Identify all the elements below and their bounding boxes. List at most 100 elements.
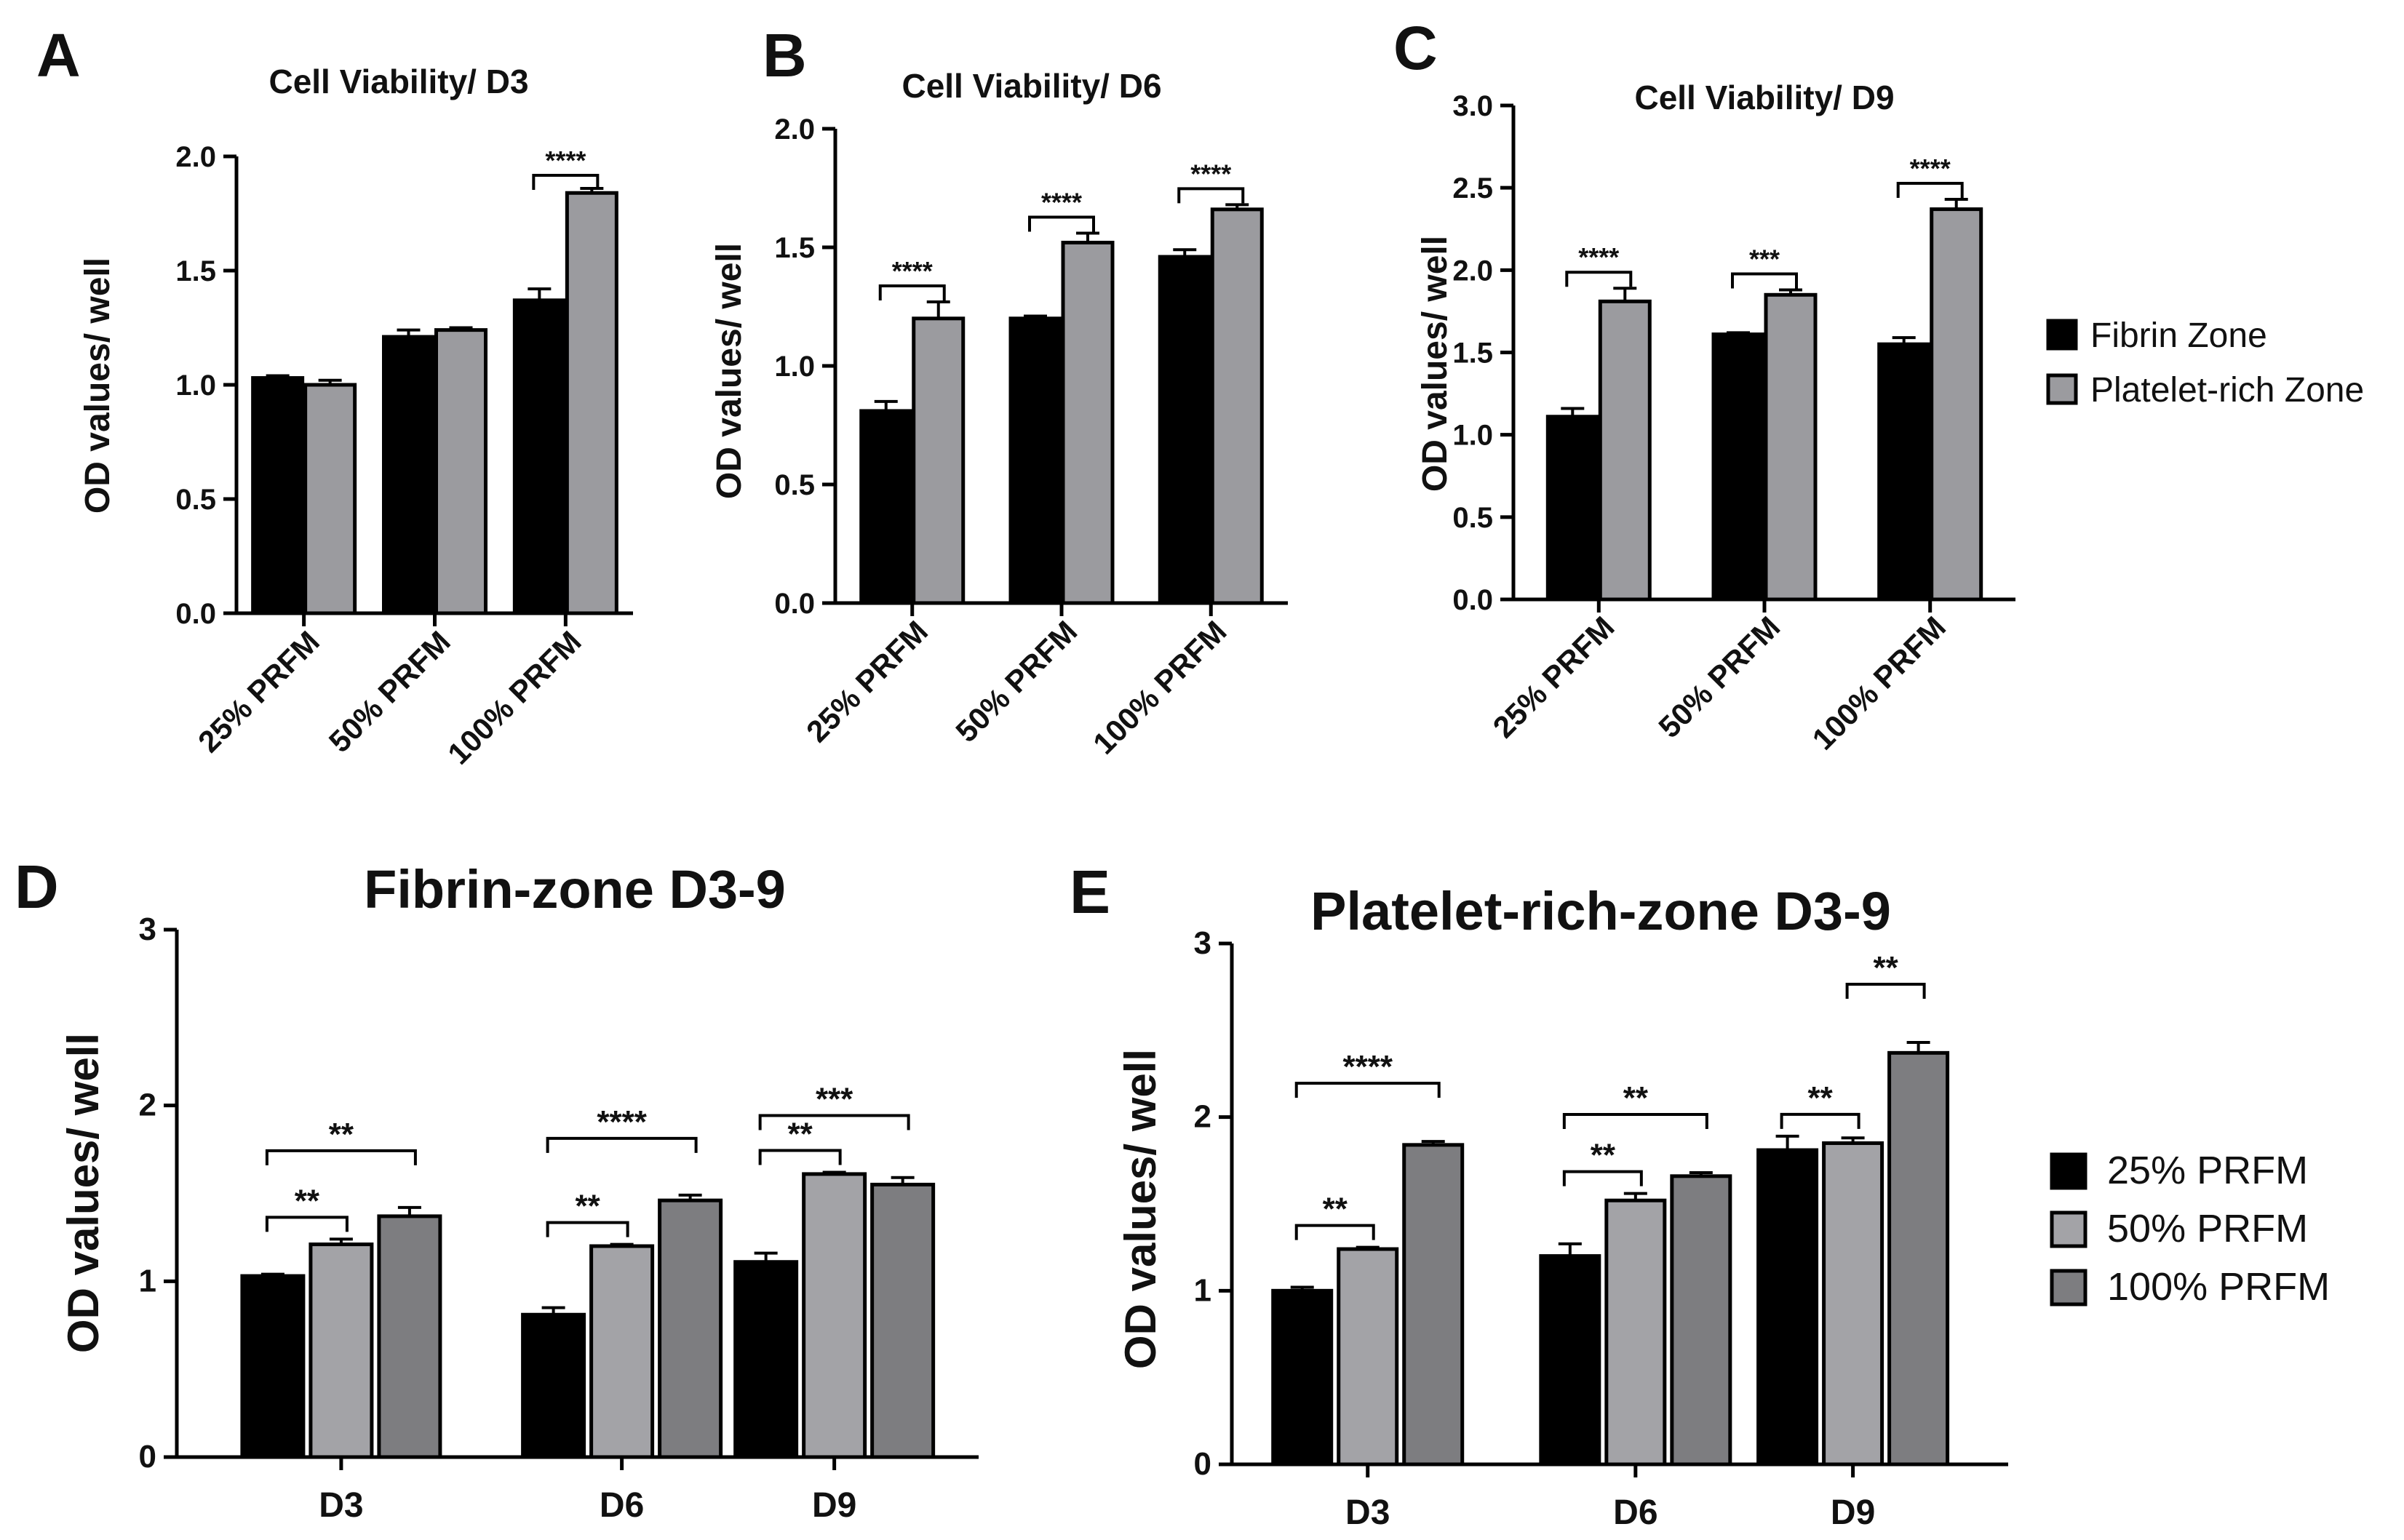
significance-bracket	[1294, 1224, 1375, 1240]
significance-label: ***	[1749, 244, 1780, 274]
significance-bracket	[1294, 1082, 1441, 1098]
y-tick-label: 1.0	[175, 370, 216, 402]
significance-bracket	[878, 284, 946, 300]
bar-platelet-rich-zone	[1061, 240, 1115, 605]
y-tick-label: 1	[1194, 1272, 1211, 1308]
bar-100-prfm	[870, 1182, 936, 1459]
bar-fibrin-zone	[1158, 255, 1211, 605]
significance-bracket	[1845, 983, 1926, 1000]
panel-letter: D	[15, 853, 59, 921]
panel-letter: C	[1393, 14, 1438, 82]
significance-bracket	[1565, 271, 1633, 287]
y-tick-label: 3.0	[1452, 90, 1493, 122]
x-tick-label: 25% PRFM	[1486, 610, 1621, 744]
bar-fibrin-zone	[512, 298, 566, 615]
x-tick-label: D6	[1613, 1493, 1657, 1532]
significance-label: **	[1623, 1080, 1649, 1116]
bar-100-prfm	[1887, 1050, 1950, 1467]
y-tick-label: 2.0	[774, 113, 815, 145]
bar-platelet-rich-zone	[1930, 207, 1983, 602]
panel-e: E Platelet-rich-zone D3-9 OD values/ well 0…	[1070, 858, 2330, 1532]
legend-label: 25% PRFM	[2107, 1149, 2308, 1192]
y-tick-label: 1.0	[1452, 420, 1493, 452]
bar-25-prfm	[1539, 1254, 1601, 1467]
bar-100-prfm	[377, 1214, 442, 1459]
significance-label: **	[329, 1117, 354, 1152]
bar-25-prfm	[521, 1312, 586, 1459]
x-tick-label: 50% PRFM	[1652, 610, 1786, 744]
bar-platelet-rich-zone	[912, 316, 966, 605]
legend-swatch	[2050, 1210, 2087, 1248]
significance-label: ****	[545, 145, 586, 175]
y-tick-label: 1.5	[774, 232, 815, 264]
y-tick-label: 2.0	[175, 141, 216, 173]
bar-platelet-rich-zone	[1598, 299, 1652, 602]
x-tick-label: D9	[1831, 1493, 1875, 1532]
y-tick-label: 0	[1194, 1446, 1211, 1482]
significance-label: ****	[1342, 1049, 1393, 1085]
bar-100-prfm	[658, 1198, 723, 1459]
bar-25-prfm	[733, 1260, 799, 1459]
significance-bracket	[265, 1149, 417, 1165]
y-tick-label: 1	[139, 1263, 156, 1298]
x-tick-label: D9	[812, 1486, 856, 1525]
x-tick-label: 100% PRFM	[1086, 614, 1233, 761]
significance-label: ****	[1041, 187, 1082, 217]
legend-label: Fibrin Zone	[2090, 316, 2267, 355]
significance-label: ****	[892, 256, 933, 286]
bar-50-prfm	[1337, 1247, 1399, 1467]
panel-b: B Cell Viability/ D6 OD values/ well 0.0 0.5…	[710, 21, 1288, 761]
bar-50-prfm	[309, 1242, 374, 1459]
y-tick-label: 3	[1194, 925, 1211, 961]
chart-title: Fibrin-zone D3-9	[364, 859, 786, 919]
y-tick-label: 0.5	[774, 469, 815, 501]
y-axis-label: OD values/ well	[79, 258, 117, 514]
legend: Fibrin Zone Platelet-rich Zone	[2046, 316, 2364, 410]
significance-label: ****	[597, 1104, 647, 1140]
x-tick-label: D3	[319, 1486, 363, 1525]
y-tick-label: 2	[1194, 1099, 1211, 1135]
bar-25-prfm	[1756, 1148, 1819, 1467]
panel-d: D Fibrin-zone D3-9 OD values/ well 0 1 2 3 D3 D6…	[15, 853, 979, 1525]
significance-bracket	[1177, 187, 1245, 204]
y-tick-label: 3	[139, 911, 156, 947]
y-axis-label: OD values/ well	[710, 243, 749, 499]
y-tick-label: 0.0	[175, 598, 216, 630]
bar-fibrin-zone	[1877, 342, 1931, 602]
x-tick-label: 50% PRFM	[949, 614, 1083, 749]
y-tick-label: 2	[139, 1088, 156, 1123]
significance-label: **	[788, 1117, 813, 1152]
legend: 25% PRFM 50% PRFM 100% PRFM	[2050, 1149, 2330, 1309]
legend-swatch	[2050, 1269, 2087, 1306]
significance-bracket	[758, 1149, 842, 1165]
legend-label: 100% PRFM	[2107, 1265, 2330, 1309]
significance-bracket	[1562, 1113, 1708, 1130]
bar-50-prfm	[802, 1172, 867, 1459]
x-tick-label: 25% PRFM	[800, 614, 934, 749]
chart-title: Cell Viability/ D9	[1634, 79, 1894, 116]
panel-letter: A	[36, 21, 81, 89]
bar-50-prfm	[1822, 1141, 1884, 1467]
bar-fibrin-zone	[1008, 316, 1062, 605]
significance-label: **	[575, 1189, 600, 1224]
y-tick-label: 0.5	[175, 484, 216, 516]
bar-50-prfm	[1604, 1198, 1667, 1467]
bar-platelet-rich-zone	[1764, 292, 1818, 602]
bar-100-prfm	[1402, 1143, 1465, 1467]
bar-fibrin-zone	[382, 335, 435, 615]
significance-bracket	[1562, 1170, 1643, 1186]
bar-fibrin-zone	[1711, 332, 1765, 602]
significance-label: **	[295, 1183, 320, 1218]
x-tick-label: 50% PRFM	[322, 624, 457, 759]
legend-swatch	[2046, 373, 2078, 405]
panel-a: A Cell Viability/ D3 OD values/ well 0.0 0.5…	[36, 21, 633, 771]
legend-swatch	[2050, 1152, 2087, 1190]
bar-platelet-rich-zone	[565, 191, 618, 615]
y-tick-label: 0.0	[774, 588, 815, 620]
significance-label: **	[1807, 1080, 1833, 1116]
significance-bracket	[532, 173, 600, 190]
y-tick-label: 0.5	[1452, 502, 1493, 534]
y-axis-label: OD values/ well	[1116, 1049, 1165, 1369]
legend-label: Platelet-rich Zone	[2090, 371, 2364, 410]
